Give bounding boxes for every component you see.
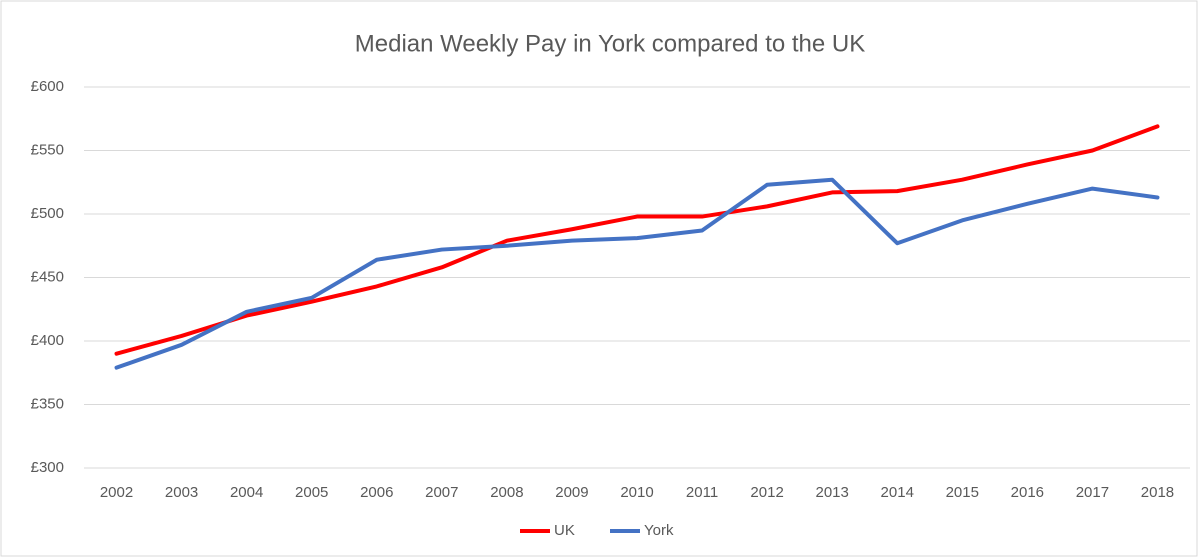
x-tick-label: 2018	[1141, 484, 1174, 501]
x-tick-label: 2010	[620, 484, 653, 501]
x-tick-label: 2009	[555, 484, 588, 501]
y-tick-label: £500	[31, 205, 64, 222]
x-tick-label: 2002	[100, 484, 133, 501]
x-tick-label: 2007	[425, 484, 458, 501]
y-tick-label: £400	[31, 332, 64, 349]
legend-label: UK	[554, 522, 575, 539]
x-tick-label: 2012	[750, 484, 783, 501]
x-tick-label: 2016	[1011, 484, 1044, 501]
y-tick-label: £300	[31, 459, 64, 476]
x-tick-label: 2011	[686, 484, 718, 501]
x-tick-label: 2014	[881, 484, 914, 501]
chart-title: Median Weekly Pay in York compared to th…	[355, 30, 866, 57]
x-tick-label: 2013	[815, 484, 848, 501]
x-tick-label: 2015	[946, 484, 979, 501]
x-tick-label: 2006	[360, 484, 393, 501]
x-tick-label: 2003	[165, 484, 198, 501]
x-tick-label: 2008	[490, 484, 523, 501]
line-series	[114, 177, 1160, 370]
x-tick-label: 2017	[1076, 484, 1109, 501]
legend-label: York	[644, 522, 674, 539]
x-tick-label: 2005	[295, 484, 328, 501]
y-tick-label: £450	[31, 268, 64, 285]
x-tick-label: 2004	[230, 484, 263, 501]
y-tick-label: £600	[31, 78, 64, 95]
y-tick-label: £350	[31, 395, 64, 412]
line-series	[114, 124, 1160, 356]
y-tick-label: £550	[31, 141, 64, 158]
